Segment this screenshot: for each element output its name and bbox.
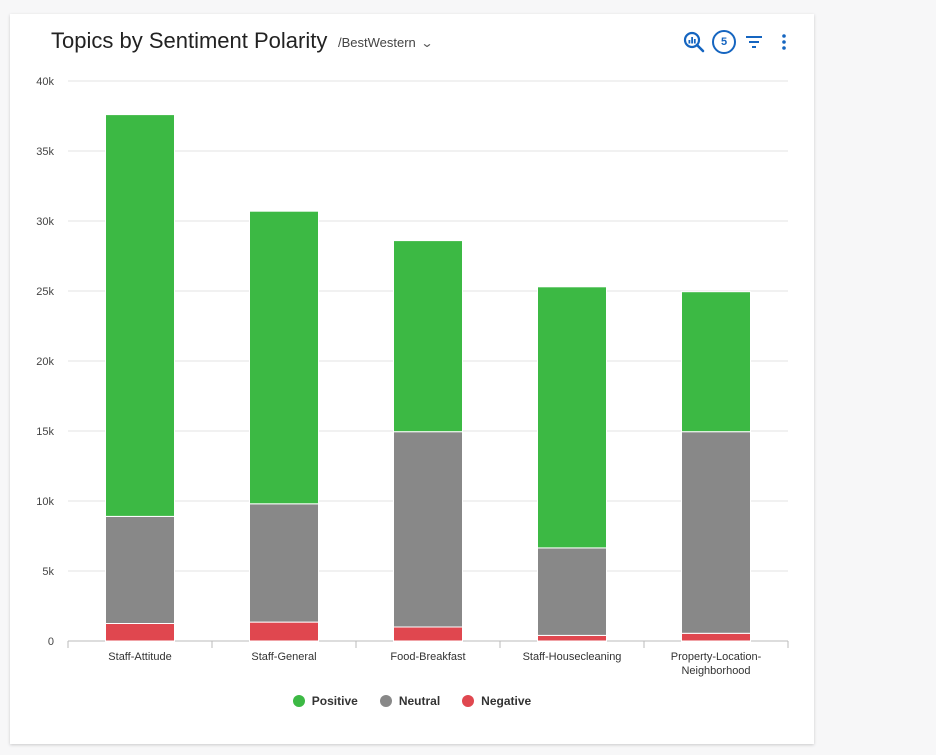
bar-segment-neutral[interactable] bbox=[681, 431, 751, 634]
bar-segment-negative[interactable] bbox=[249, 621, 319, 642]
legend-dot-icon bbox=[379, 695, 392, 707]
bar-segment-neutral[interactable] bbox=[393, 431, 463, 628]
y-tick-label: 10k bbox=[36, 496, 54, 508]
y-tick-label: 0 bbox=[48, 636, 54, 648]
legend-item-neutral[interactable]: Neutral bbox=[379, 694, 441, 708]
bar-segment-positive[interactable] bbox=[681, 291, 751, 433]
legend-label: Positive bbox=[311, 694, 358, 708]
x-tick-label: Neighborhood bbox=[681, 665, 750, 677]
y-tick-label: 5k bbox=[42, 566, 54, 578]
y-tick-label: 35k bbox=[36, 146, 54, 158]
y-tick-label: 20k bbox=[36, 356, 54, 368]
bar-segment-negative[interactable] bbox=[537, 634, 607, 642]
y-tick-label: 40k bbox=[36, 76, 54, 88]
x-tick-label: Property-Location- bbox=[671, 651, 762, 663]
legend-dot-icon bbox=[462, 695, 475, 707]
bar-segment-neutral[interactable] bbox=[537, 547, 607, 636]
y-tick-label: 25k bbox=[36, 286, 54, 298]
chevron-down-icon: ⌄ bbox=[420, 35, 434, 50]
x-tick-label: Staff-Housecleaning bbox=[523, 651, 622, 663]
filter-icon[interactable] bbox=[742, 30, 766, 54]
x-tick-label: Staff-General bbox=[251, 651, 316, 663]
x-tick-label: Food-Breakfast bbox=[390, 651, 465, 663]
legend-label: Negative bbox=[481, 694, 532, 708]
source-label: /BestWestern bbox=[338, 35, 416, 50]
bar-segment-negative[interactable] bbox=[681, 632, 751, 642]
y-tick-label: 30k bbox=[36, 216, 54, 228]
chart-title: Topics by Sentiment Polarity bbox=[51, 28, 328, 53]
bar-segment-positive[interactable] bbox=[537, 286, 607, 549]
bar-segment-positive[interactable] bbox=[105, 114, 175, 517]
y-tick-label: 15k bbox=[36, 426, 54, 438]
search-chart-icon[interactable] bbox=[682, 30, 706, 54]
bar-segment-negative[interactable] bbox=[393, 626, 463, 642]
chart-toolbar: 5 bbox=[682, 30, 796, 54]
bar-segment-positive[interactable] bbox=[249, 210, 319, 505]
legend-item-positive[interactable]: Positive bbox=[292, 694, 358, 708]
chart-card: Topics by Sentiment Polarity /BestWester… bbox=[10, 14, 814, 744]
legend-item-negative[interactable]: Negative bbox=[462, 694, 531, 708]
bar-segment-positive[interactable] bbox=[393, 240, 463, 433]
legend-label: Neutral bbox=[398, 694, 441, 708]
source-selector[interactable]: /BestWestern ⌄ bbox=[338, 35, 434, 50]
bar-chart: 0 5k 10k 15k 20k 25k 30k 35k 40k Staff-Attitude St… bbox=[36, 76, 789, 677]
more-vert-icon[interactable] bbox=[772, 30, 796, 54]
bar-segment-negative[interactable] bbox=[105, 623, 175, 642]
bar-segment-neutral[interactable] bbox=[249, 503, 319, 623]
chart-legend: Positive Neutral Negative bbox=[10, 694, 814, 708]
filter-count-badge[interactable]: 5 bbox=[712, 30, 736, 54]
x-tick-label: Staff-Attitude bbox=[108, 651, 171, 663]
bar-segment-neutral[interactable] bbox=[105, 515, 175, 624]
legend-dot-icon bbox=[292, 695, 305, 707]
